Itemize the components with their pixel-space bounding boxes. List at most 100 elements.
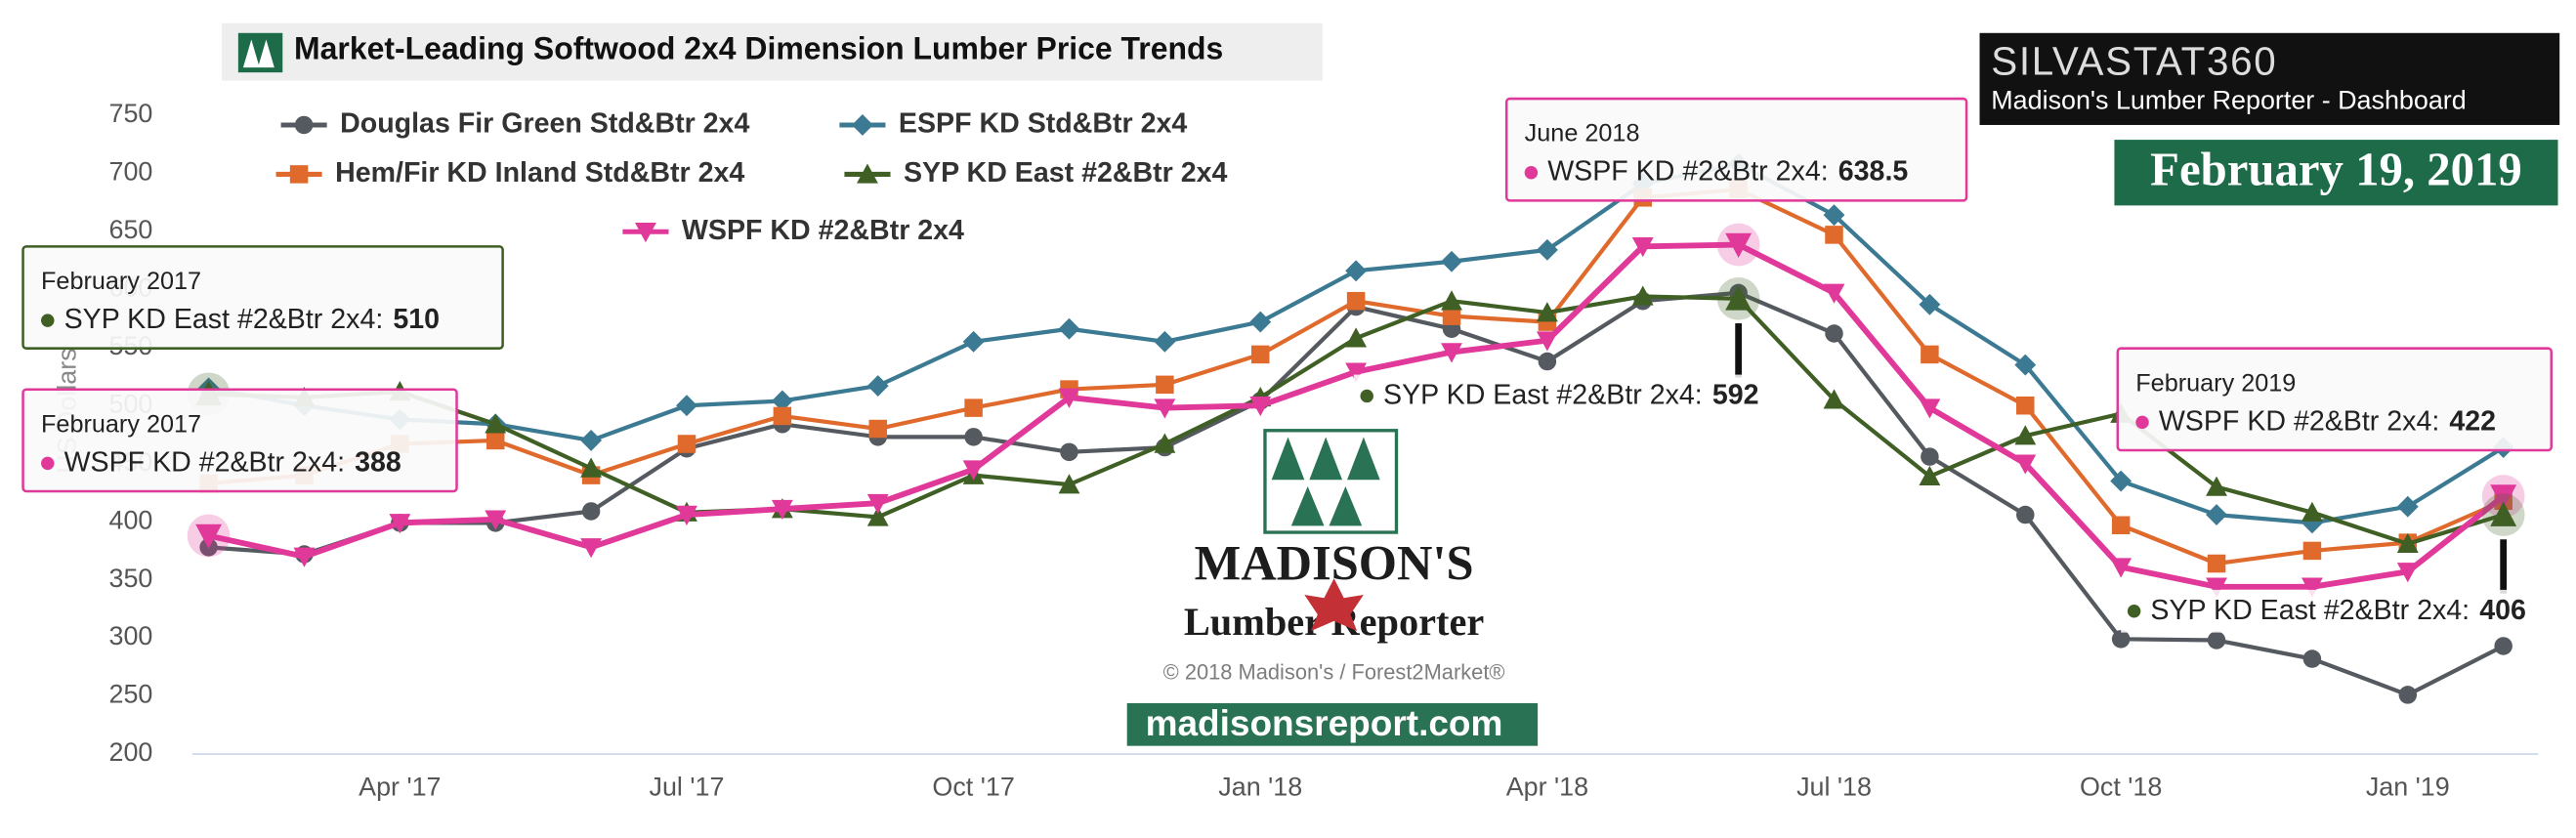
legend-label: SYP KD East #2&Btr 2x4 [904, 157, 1228, 189]
marker [2301, 501, 2323, 522]
date-box [2114, 140, 2558, 206]
marker [195, 524, 223, 549]
marker [2016, 396, 2035, 415]
marker [1154, 433, 1176, 453]
marker [1154, 330, 1176, 353]
marker [2014, 454, 2037, 475]
tooltip-box [1504, 97, 1968, 202]
marker [2014, 425, 2037, 445]
marker [2207, 554, 2226, 573]
marker [1536, 302, 1558, 322]
legend-item: ESPF KD Std&Btr 2x4 [839, 108, 1187, 140]
tooltip: February 2017 WSPF KD #2&Btr 2x4: 388 [21, 388, 458, 558]
marker [964, 398, 983, 417]
marker [676, 505, 697, 525]
marker [677, 435, 697, 453]
watermark: MADISON'S Lumber Reporter © 2018 Madison… [1126, 429, 1539, 746]
tooltip-title: February 2019 [2135, 369, 2296, 397]
legend-item: WSPF KD #2&Btr 2x4 [622, 215, 964, 246]
tooltip-title: June 2018 [1525, 120, 1640, 147]
marker [857, 163, 878, 184]
tooltip-title: February 2017 [41, 268, 201, 295]
legend-item: Hem/Fir KD Inland Std&Btr 2x4 [275, 157, 744, 189]
marker [1249, 396, 1272, 417]
legend-label: WSPF KD #2&Btr 2x4 [682, 215, 964, 246]
marker [1536, 331, 1558, 352]
tooltip-value: 422 [2449, 405, 2496, 437]
tooltip: February 2017 SYP KD East #2&Btr 2x4: 510 [21, 245, 504, 416]
marker [964, 428, 983, 446]
marker [2111, 516, 2131, 535]
marker [851, 114, 873, 136]
tooltip-box [2121, 589, 2568, 633]
marker [2302, 541, 2322, 561]
y-tick-label: 350 [109, 564, 153, 593]
x-tick-label: Apr '17 [359, 773, 441, 802]
x-tick-label: Oct '18 [2080, 773, 2162, 802]
tooltip-box [21, 388, 458, 493]
marker [866, 506, 889, 526]
tooltip-bullet [41, 314, 55, 327]
y-tick-label: 700 [109, 156, 153, 186]
tooltip-box [2116, 347, 2554, 452]
marker [1725, 285, 1753, 311]
marker [1058, 474, 1080, 494]
tooltip-value: 406 [2479, 594, 2526, 625]
marker [2494, 637, 2513, 655]
x-tick-label: Apr '18 [1506, 773, 1588, 802]
tooltip-bullet [2135, 415, 2149, 430]
marker [1919, 398, 1941, 419]
title-icon [237, 32, 283, 73]
marker [1345, 362, 1368, 383]
marker [580, 538, 603, 559]
marker [1919, 293, 1941, 315]
marker [2206, 476, 2227, 496]
tooltip: February 2019 WSPF KD #2&Btr 2x4: 422 [2116, 347, 2554, 518]
marker [1441, 290, 1462, 311]
marker [1631, 237, 1654, 258]
x-tick-label: Jul '18 [1796, 773, 1872, 802]
tooltip-label: WSPF KD #2&Btr 2x4: [1547, 155, 1828, 187]
marker [868, 419, 887, 439]
y-tick-label: 300 [109, 621, 153, 650]
legend-label: Douglas Fir Green Std&Btr 2x4 [340, 108, 749, 140]
title-box [222, 22, 1323, 81]
marker [866, 375, 889, 397]
marker [2110, 558, 2133, 578]
marker [1825, 226, 1843, 244]
marker [1823, 283, 1845, 304]
x-tick-label: Jul '17 [650, 773, 725, 802]
marker [962, 460, 985, 481]
y-tick-label: 750 [109, 99, 153, 128]
marker [289, 165, 309, 184]
marker [1249, 311, 1272, 333]
marker [389, 514, 411, 534]
watermark-url: madisonsreport.com [1146, 703, 1503, 743]
tooltip-stem [2500, 539, 2508, 594]
marker [580, 429, 603, 451]
tooltip-label: SYP KD East #2&Btr 2x4: [64, 304, 384, 335]
tooltip-label: WSPF KD #2&Btr 2x4: [2159, 405, 2439, 437]
marker [1919, 465, 1941, 486]
marker [485, 413, 507, 434]
marker [2014, 354, 2037, 376]
x-tick-label: Jan '18 [1218, 773, 1302, 802]
marker [635, 223, 656, 243]
marker [773, 406, 792, 426]
marker [2110, 470, 2133, 492]
marker [1538, 352, 1557, 371]
marker [1725, 232, 1753, 258]
marker [771, 499, 793, 521]
tooltip-bullet [1360, 389, 1373, 403]
x-tick-label: Jan '19 [2366, 773, 2450, 802]
tooltip-text: SYP KD East #2&Btr 2x4: 510 [64, 304, 440, 335]
marker [294, 115, 314, 135]
date: February 19, 2019 [2150, 144, 2522, 196]
tooltip-label: SYP KD East #2&Btr 2x4: [2150, 594, 2470, 625]
marker [1823, 389, 1845, 409]
legend-item: SYP KD East #2&Btr 2x4 [844, 157, 1228, 189]
tooltip-box [1353, 374, 1801, 418]
tooltip-bullet [1524, 166, 1539, 180]
